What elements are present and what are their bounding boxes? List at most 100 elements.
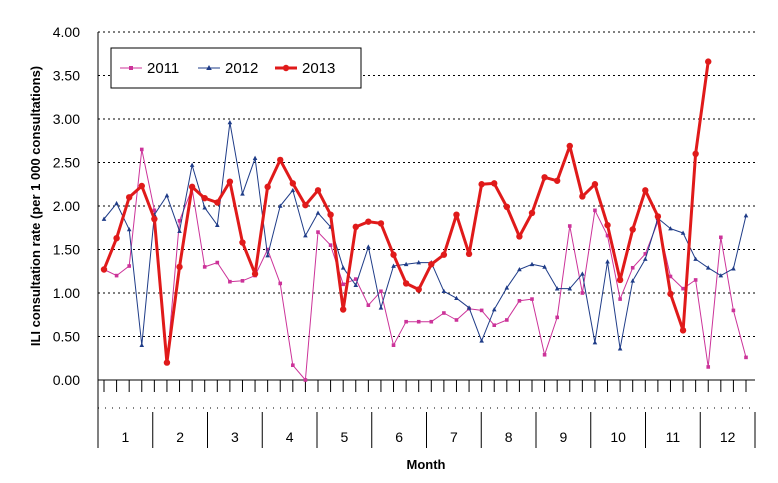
point-2012-w52 bbox=[743, 213, 749, 218]
point-2012-w37 bbox=[554, 286, 560, 291]
point-2013-w29 bbox=[453, 211, 460, 218]
point-2011-w9 bbox=[202, 265, 207, 269]
point-2012-w25 bbox=[403, 261, 409, 267]
point-2011-w48 bbox=[693, 278, 698, 282]
point-2013-w8 bbox=[188, 183, 196, 191]
month-label-5: 5 bbox=[340, 429, 348, 445]
point-2013-w45 bbox=[654, 213, 662, 220]
legend-marker-2013 bbox=[282, 64, 290, 72]
point-2013-w49 bbox=[705, 58, 712, 65]
point-2012-w23 bbox=[378, 305, 384, 310]
point-2013-w6 bbox=[163, 359, 171, 366]
point-2012-w40 bbox=[592, 340, 598, 345]
point-2011-w22 bbox=[366, 303, 371, 307]
point-2012-w21 bbox=[353, 282, 359, 287]
point-2011-w52 bbox=[744, 355, 748, 360]
point-2013-w22 bbox=[365, 218, 372, 225]
point-2013-w16 bbox=[289, 180, 297, 187]
point-2012-w3 bbox=[126, 226, 132, 232]
point-2011-w44 bbox=[643, 252, 648, 256]
point-2013-w11 bbox=[226, 178, 234, 185]
point-2011-w16 bbox=[291, 363, 295, 368]
point-2012-w42 bbox=[617, 346, 623, 351]
month-label-9: 9 bbox=[559, 429, 567, 445]
point-2011-w15 bbox=[278, 281, 283, 286]
month-label-4: 4 bbox=[286, 429, 294, 445]
point-2013-w41 bbox=[604, 221, 611, 229]
point-2012-w35 bbox=[529, 261, 535, 267]
point-2013-w48 bbox=[692, 150, 699, 157]
point-2011-w50 bbox=[719, 235, 723, 240]
point-2013-w26 bbox=[415, 286, 422, 293]
point-2011-w34 bbox=[517, 299, 522, 303]
point-2011-w43 bbox=[630, 265, 635, 270]
point-2013-w21 bbox=[352, 223, 359, 231]
y-tick-label-8: 4.00 bbox=[53, 24, 80, 40]
point-2013-w42 bbox=[616, 276, 624, 284]
point-2012-w50 bbox=[718, 273, 724, 278]
point-2012-w31 bbox=[479, 338, 484, 343]
point-2013-w46 bbox=[667, 290, 674, 298]
point-2012-w48 bbox=[693, 256, 698, 261]
point-2011-w18 bbox=[316, 230, 320, 234]
point-2013-w14 bbox=[264, 183, 271, 191]
y-axis-title: ILI consultation rate (per 1 000 consult… bbox=[28, 66, 43, 346]
point-2011-w5 bbox=[152, 208, 157, 213]
point-2013-w39 bbox=[579, 193, 586, 200]
point-2013-w20 bbox=[339, 306, 347, 313]
point-2013-w15 bbox=[277, 156, 284, 164]
point-2013-w3 bbox=[125, 194, 133, 201]
x-axis-month-labels: 1 2 3 4 5 6 7 8 9 10 11 12 bbox=[121, 429, 735, 445]
point-2011-w46 bbox=[668, 274, 673, 279]
point-2012-w17 bbox=[303, 233, 308, 238]
legend: 2011 2012 2013 bbox=[110, 47, 362, 89]
data-series bbox=[100, 58, 749, 382]
y-tick-label-1: 0.50 bbox=[53, 329, 80, 345]
legend-label-2013: 2013 bbox=[302, 60, 335, 77]
point-2011-w28 bbox=[442, 311, 446, 315]
point-2013-w31 bbox=[478, 181, 485, 188]
point-2013-w4 bbox=[138, 182, 145, 190]
legend-marker-2011 bbox=[129, 66, 133, 70]
point-2011-w31 bbox=[479, 308, 484, 313]
point-2013-w23 bbox=[377, 220, 385, 227]
month-label-8: 8 bbox=[505, 429, 513, 445]
point-2012-w11 bbox=[227, 119, 233, 125]
point-2011-w19 bbox=[328, 243, 333, 247]
point-2012-w10 bbox=[214, 222, 220, 227]
month-label-12: 12 bbox=[720, 429, 736, 445]
series-2012 bbox=[101, 119, 749, 351]
series-2013 bbox=[100, 58, 712, 366]
point-2012-w13 bbox=[252, 155, 258, 160]
point-2011-w12 bbox=[240, 279, 245, 283]
month-label-7: 7 bbox=[450, 429, 458, 445]
point-2013-w40 bbox=[591, 181, 599, 188]
point-2013-w1 bbox=[100, 266, 108, 273]
point-2012-w34 bbox=[517, 267, 522, 272]
point-2013-w17 bbox=[302, 201, 309, 209]
point-2012-w6 bbox=[164, 193, 170, 198]
point-2012-w32 bbox=[491, 307, 497, 312]
point-2012-w15 bbox=[277, 203, 283, 208]
point-2011-w7 bbox=[177, 218, 182, 223]
series-line-2012 bbox=[103, 122, 747, 350]
point-2013-w7 bbox=[176, 263, 183, 271]
y-axis-ticks: 0.00 0.50 1.00 1.50 2.00 2.50 3.00 3.50 4.00 bbox=[53, 24, 80, 388]
point-2012-w8 bbox=[189, 162, 195, 167]
point-2012-w20 bbox=[340, 265, 346, 270]
point-2012-w39 bbox=[580, 271, 585, 276]
point-2012-w30 bbox=[466, 305, 472, 310]
point-2013-w34 bbox=[516, 233, 523, 240]
point-2012-w28 bbox=[441, 288, 447, 294]
point-2011-w23 bbox=[379, 289, 383, 294]
point-2011-w42 bbox=[618, 297, 622, 301]
point-2011-w35 bbox=[530, 297, 534, 301]
y-tick-label-3: 1.50 bbox=[53, 242, 80, 258]
point-2012-w7 bbox=[177, 228, 182, 234]
point-2011-w24 bbox=[391, 343, 396, 347]
point-2013-w36 bbox=[541, 174, 548, 181]
point-2013-w2 bbox=[113, 234, 120, 242]
point-2012-w18 bbox=[315, 210, 321, 215]
point-2013-w24 bbox=[390, 251, 397, 258]
point-2012-w51 bbox=[731, 266, 736, 271]
